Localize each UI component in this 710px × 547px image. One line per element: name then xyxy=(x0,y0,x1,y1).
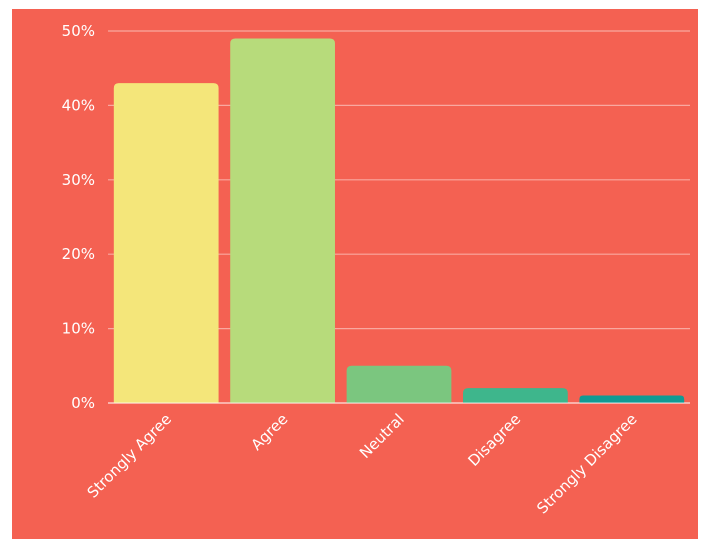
x-axis-labels: Strongly Agree Agree Neutral Disagree Strong… xyxy=(84,410,641,517)
bar-neutral xyxy=(346,365,452,403)
bars xyxy=(113,38,685,403)
bar-agree xyxy=(230,38,335,403)
y-tick-label: 30% xyxy=(62,171,95,189)
bar-disagree xyxy=(463,388,568,403)
y-tick-label: 0% xyxy=(71,394,95,412)
y-tick-label: 20% xyxy=(62,245,95,263)
bar-strongly-agree xyxy=(113,83,219,403)
x-category-label: Disagree xyxy=(464,410,524,470)
bar-strongly-disagree xyxy=(579,395,685,403)
x-category-label: Strongly Disagree xyxy=(533,410,640,517)
x-category-label: Agree xyxy=(248,410,292,454)
y-tick-label: 40% xyxy=(62,96,95,114)
y-tick-label: 50% xyxy=(62,22,95,40)
y-tick-label: 10% xyxy=(62,320,95,338)
x-category-label: Strongly Agree xyxy=(84,410,175,501)
x-category-label: Neutral xyxy=(356,410,408,462)
y-axis-ticks: 0% 10% 20% 30% 40% 50% xyxy=(62,22,95,412)
